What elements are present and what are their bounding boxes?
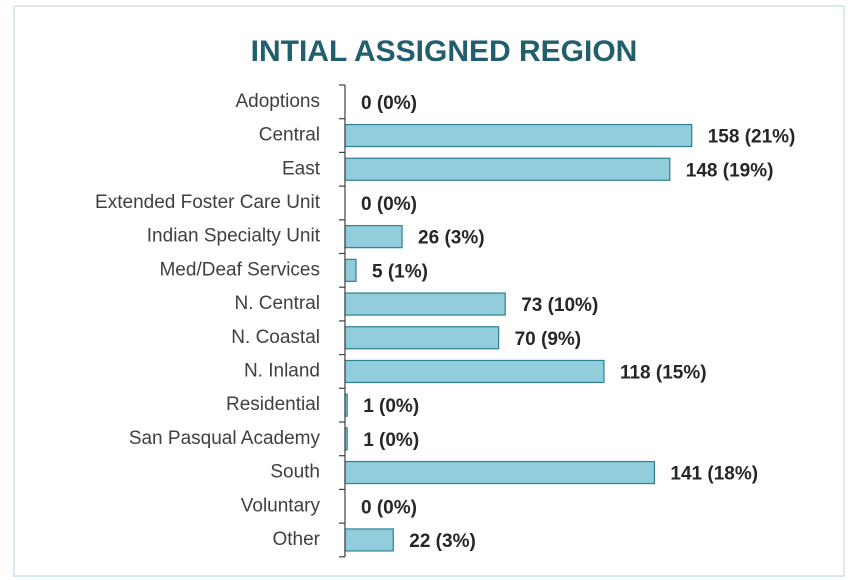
value-label: 73 (10%) [521, 295, 598, 316]
y-tick-label: N. Inland [244, 360, 320, 381]
value-label: 0 (0%) [361, 497, 417, 518]
y-tick-label: Residential [226, 394, 320, 415]
value-label: 0 (0%) [361, 194, 417, 215]
value-label: 70 (9%) [515, 329, 582, 350]
y-tick-label: Med/Deaf Services [159, 259, 320, 280]
value-label: 148 (19%) [686, 160, 774, 181]
y-tick-label: N. Coastal [231, 327, 320, 348]
value-label: 5 (1%) [372, 261, 428, 282]
bar [344, 157, 671, 181]
bar [344, 326, 500, 350]
value-label: 118 (15%) [620, 362, 707, 383]
bar [344, 528, 394, 552]
bar [344, 123, 693, 148]
value-label: 1 (0%) [363, 396, 419, 417]
bar [344, 292, 506, 316]
y-tick-label: San Pasqual Academy [129, 428, 321, 449]
y-tick-label: Central [259, 125, 320, 146]
y-tick-label: Adoptions [235, 91, 320, 112]
y-tick-label: N. Central [234, 293, 320, 314]
y-tick-label: Indian Specialty Unit [147, 226, 321, 247]
bar [344, 225, 403, 249]
bar [344, 359, 605, 384]
y-tick-label: East [282, 158, 321, 179]
y-tick-label: South [270, 462, 320, 483]
bar [344, 460, 656, 485]
bar [344, 258, 357, 282]
value-label: 1 (0%) [363, 430, 419, 451]
chart-title: INTIAL ASSIGNED REGION [251, 35, 638, 68]
y-tick-label: Voluntary [241, 495, 321, 516]
value-label: 0 (0%) [361, 93, 417, 114]
value-label: 158 (21%) [708, 127, 796, 148]
value-label: 141 (18%) [670, 464, 758, 485]
y-tick-label: Other [272, 529, 320, 550]
y-tick-label: Extended Foster Care Unit [95, 192, 321, 213]
chart-frame [13, 5, 845, 577]
value-label: 22 (3%) [409, 531, 476, 552]
value-label: 26 (3%) [418, 228, 485, 249]
